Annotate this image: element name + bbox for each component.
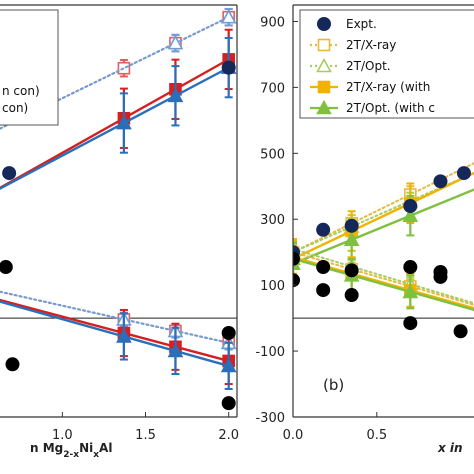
panel-b-expt-blue-point-2 (344, 218, 359, 233)
panel-b-x-tick-label-1: 0.5 (366, 428, 387, 443)
panel-b-legend-marker-2 (316, 57, 332, 73)
panel-b-series-3-point-1 (343, 231, 360, 247)
panel-b-y-tick-label-6: 900 (260, 15, 285, 30)
panel-b-expt-blue-point-5 (456, 166, 471, 181)
panel-a-x-tick-label-1: 1.5 (135, 428, 156, 443)
panel-a-series-1-point-0 (167, 34, 184, 50)
panel-b-series-2-line (293, 171, 474, 260)
panel-b-expt-black-point-9 (433, 269, 448, 284)
panel-a-legend-label-0: n con) (2, 84, 40, 98)
panel-b-expt-blue-point-1 (316, 222, 331, 237)
panel-b-legend-marker-1 (317, 38, 331, 52)
panel-b-series-3-line (293, 188, 474, 265)
panel-b-expt-black-point-6 (403, 260, 418, 275)
panel-b-expt-black-point-0 (293, 273, 300, 288)
panel-b-series-5-line (293, 247, 474, 305)
panel-a-series-3-point-0 (116, 114, 132, 130)
panel-b-legend-marker-3 (317, 80, 331, 94)
panel-a-expt-black-point-3 (221, 396, 236, 411)
panel-b-expt-black-point-2 (344, 288, 359, 303)
panel-b-series-3-point-2 (402, 207, 419, 222)
panel-a-legend-label-1: con) (2, 101, 28, 115)
panel-b-y-tick-label-4: 500 (260, 147, 285, 162)
panel-b-legend-label-3: 2T/X-ray (with (346, 80, 430, 94)
panel-a-series-2-line (0, 58, 230, 190)
panel-b-series-0-line (293, 162, 474, 254)
panel-a-series-7-point-0 (116, 328, 132, 343)
panel-b-legend-label-0: Expt. (346, 17, 377, 31)
panel-b: Expt. 2T/X-ray 2T/Opt. 2T/X-ray (with 2T/Opt… (255, 4, 474, 455)
panel-a-expt-black-point-1 (5, 357, 20, 372)
panel-b-legend-marker-4 (316, 99, 332, 115)
panel-b-expt-black-point-3 (293, 251, 300, 266)
panel-a-series-7-point-2 (220, 357, 237, 373)
panel-b-annotation: (b) (323, 376, 344, 394)
panel-b-plot-area: Expt. 2T/X-ray 2T/Opt. 2T/X-ray (with 2T/Opt… (293, 9, 474, 394)
panel-a: n con) con) 1.0 1.5 2.0 n Mg2-xNixAl (0, 4, 239, 460)
panel-a-series-3-line (0, 66, 230, 190)
panel-a-series-3-point-1 (167, 87, 184, 103)
panel-a-expt-blue-point-1 (221, 60, 236, 75)
panel-b-expt-black-point-4 (316, 260, 331, 275)
panel-b-y-tick-label-1: -100 (255, 345, 285, 360)
panel-b-y-tick-label-0: -300 (255, 411, 285, 426)
panel-b-y-tick-label-3: 300 (260, 213, 285, 228)
panel-b-x-axis-label: x in (437, 441, 463, 455)
panel-b-expt-blue-point-4 (433, 174, 448, 189)
panel-b-y-tick-label-2: 100 (260, 279, 285, 294)
panel-a-expt-black-point-2 (221, 325, 236, 340)
panel-b-legend-marker-0 (317, 17, 331, 31)
panel-a-expt-black-point-0 (0, 260, 13, 275)
panel-a-series-6-line (0, 298, 230, 363)
panel-a-x-tick-label-2: 2.0 (218, 428, 239, 443)
panel-b-expt-blue-point-3 (403, 199, 418, 214)
panel-a-x-axis-label: n Mg2-xNixAl (30, 441, 112, 460)
panel-b-series-7-point-2 (402, 283, 419, 299)
panel-b-legend-label-1: 2T/X-ray (346, 38, 396, 52)
panel-a-x-tick-label-0: 1.0 (52, 428, 73, 443)
panel-a-series-7-line (0, 300, 230, 368)
panel-a-plot-area: n con) con) (0, 7, 237, 411)
panel-b-expt-black-point-5 (344, 263, 359, 278)
panel-b-y-tick-label-5: 700 (260, 81, 285, 96)
panel-a-series-1-point-1 (220, 9, 237, 24)
panel-a-series-5-line (0, 290, 230, 344)
panel-b-legend-label-4: 2T/Opt. (with c (346, 101, 435, 115)
panel-b-expt-black-point-10 (453, 324, 468, 339)
panel-b-expt-black-point-1 (316, 283, 331, 298)
panel-a-series-7-point-1 (167, 342, 184, 358)
panel-b-expt-black-point-8 (403, 316, 418, 331)
panel-b-legend-label-2: 2T/Opt. (346, 59, 391, 73)
panel-a-expt-blue-point-0 (2, 166, 17, 181)
panel-b-x-tick-label-0: 0.0 (283, 428, 304, 443)
panel-a-legend-box (0, 9, 59, 126)
